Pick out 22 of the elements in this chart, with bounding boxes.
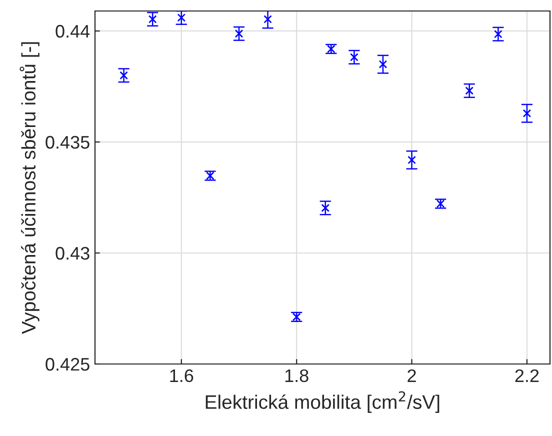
y-tick-label: 0.425: [46, 358, 90, 371]
point: [321, 204, 330, 212]
x-tick-label: 2: [408, 369, 416, 382]
x-axis-title: Elektrická mobilita [cm$^{2}$/sV]: [206, 391, 440, 413]
point: [234, 29, 244, 38]
x-tick-label: 1.6: [170, 369, 194, 382]
y-tick-label: 0.44: [56, 24, 90, 38]
y-tick-label: 0.43: [56, 246, 90, 260]
y-tick-label: 0.435: [46, 136, 90, 149]
point: [494, 30, 502, 38]
point: [264, 15, 272, 24]
y-axis-title: Vypočtená účinnost sběru iontů [-]: [20, 42, 40, 334]
point: [148, 15, 157, 24]
point: [120, 71, 128, 80]
x-tick-label: 1.8: [285, 369, 308, 382]
point: [177, 13, 186, 22]
point: [522, 109, 532, 118]
point: [350, 53, 358, 62]
point: [378, 60, 388, 68]
point: [465, 86, 474, 95]
x-tick-label: 2.2: [515, 369, 539, 382]
point: [408, 156, 416, 164]
